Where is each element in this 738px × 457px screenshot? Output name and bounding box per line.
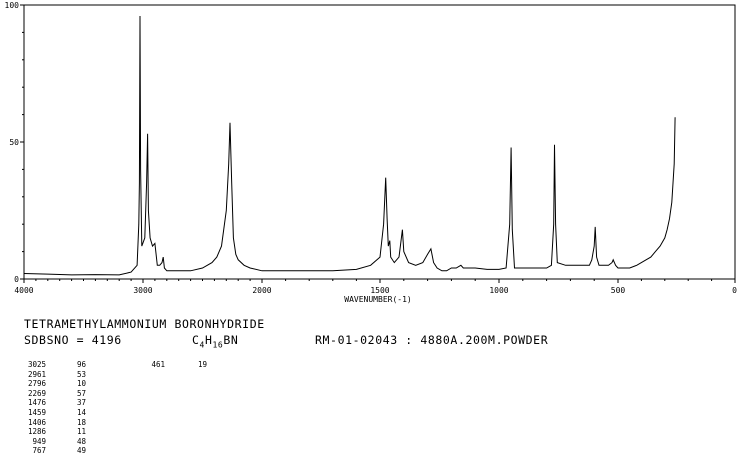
peak-cell: 2269: [27, 388, 46, 398]
sdbs-number: SDBSNO = 4196: [24, 333, 122, 347]
peak-cell: 10: [76, 379, 86, 389]
peak-cell: 57: [76, 388, 86, 398]
x-tick-label: 1000: [489, 286, 508, 295]
plot-border: [23, 4, 736, 280]
peak-cell: 96: [76, 360, 86, 369]
peak-cell: 2961: [27, 369, 46, 379]
peak-cell: 767: [32, 446, 46, 456]
plot-frame: [23, 4, 736, 280]
formula-rest: BN: [223, 333, 239, 347]
x-tick-label: 0: [732, 286, 737, 295]
molecular-formula: C4H16BN: [192, 333, 238, 349]
x-tick-label: 4000: [14, 286, 33, 295]
info-row: SDBSNO = 4196 C4H16BN RM-01-02043 : 4880…: [24, 333, 724, 389]
peak-cell: 1476: [27, 398, 46, 408]
formula-h: H: [204, 333, 213, 347]
x-axis-label: WAVENUMBER(-1): [344, 295, 411, 304]
peak-cell: 461: [151, 360, 165, 369]
y-tick-label: 100: [5, 1, 20, 10]
spectrum-line: [23, 15, 676, 276]
peak-cell: 14: [76, 407, 86, 417]
spectrum-chart: 4000 3000 2000 1500 1000 500 0 0 50 100 WAVENUMB…: [5, 1, 738, 304]
peak-cell: 18: [76, 417, 86, 427]
x-axis: 4000 3000 2000 1500 1000 500 0: [14, 279, 737, 295]
peak-cell: 11: [76, 427, 86, 437]
formula-c-sub: 4: [199, 340, 205, 350]
compound-name: TETRAMETHYLAMMONIUM BORONHYDRIDE: [24, 317, 265, 331]
peak-cell: 37: [76, 398, 86, 408]
y-tick-label: 0: [14, 275, 19, 284]
sample-info: RM-01-02043 : 4880A.200M.POWDER: [315, 333, 549, 347]
peak-cell: 48: [76, 436, 86, 446]
peak-cell: 2796: [27, 379, 46, 389]
peak-cell: 3025: [27, 360, 46, 369]
peak-cell: 1459: [27, 407, 46, 417]
peak-cell: 49: [76, 446, 86, 456]
peak-cell: 19: [197, 360, 207, 369]
peak-cell: 1286: [27, 427, 46, 437]
formula-h-sub: 16: [212, 340, 224, 350]
y-axis: 0 50 100: [5, 1, 24, 284]
formula-c: C: [192, 333, 200, 347]
y-tick-label: 50: [9, 138, 19, 147]
x-tick-label: 1500: [370, 286, 389, 295]
peak-cell: 53: [76, 369, 86, 379]
peak-cell: 1406: [27, 417, 46, 427]
x-tick-label: 3000: [133, 286, 152, 295]
peak-cell: 949: [32, 436, 46, 446]
x-tick-label: 500: [611, 286, 626, 295]
x-tick-label: 2000: [252, 286, 271, 295]
